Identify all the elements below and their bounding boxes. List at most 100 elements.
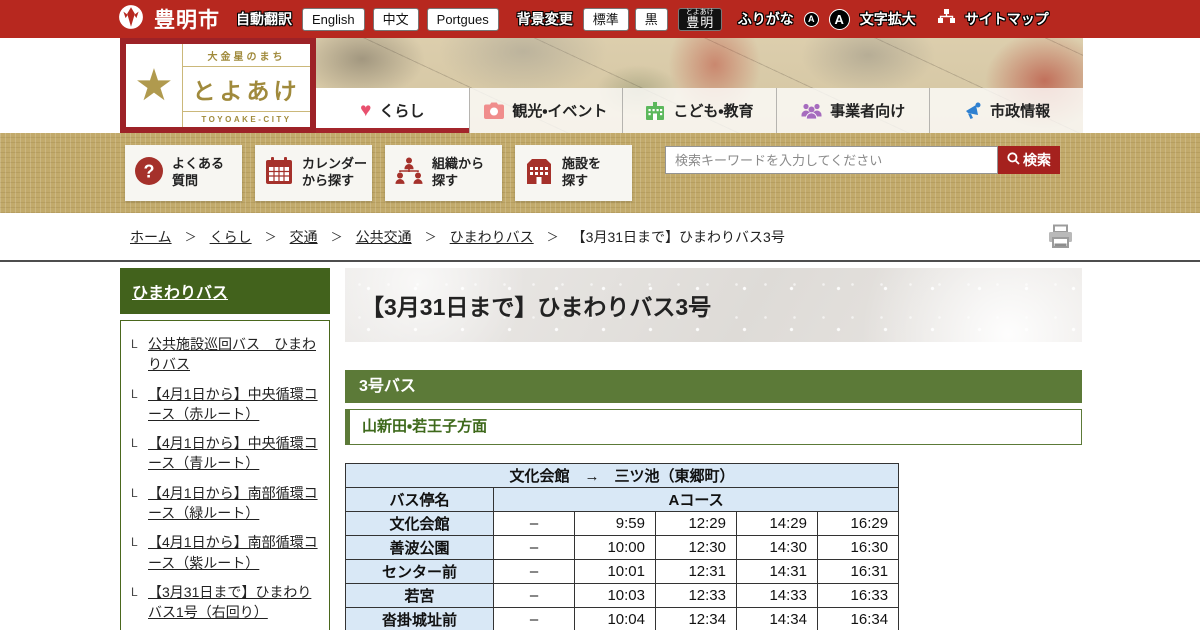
quicklink-button[interactable]: ? よくある 質問 (125, 145, 242, 201)
background-theme-button[interactable]: 豊明とよあけ (677, 7, 722, 31)
breadcrumb-current: 【3月31日まで】ひまわりバス3号 (571, 228, 785, 245)
time-cell: 14:33 (736, 583, 818, 608)
font-size-large-button[interactable]: A (828, 8, 850, 30)
sub-level-marker: L (131, 584, 138, 599)
sitemap-link[interactable]: サイトマップ (964, 11, 1049, 27)
stop-name-cell: 若宮 (345, 583, 494, 608)
time-cell: 12:31 (655, 559, 737, 584)
time-cell: 10:03 (574, 583, 656, 608)
sidebar-item-label: 【3月31日まで】ひまわりバス1号（右回り） (148, 583, 312, 621)
timetable-caption: 文化会館 → 三ツ池（東郷町） (344, 463, 900, 488)
city-logo[interactable]: ★ 大金星のまち とよあけ TOYOAKE-CITY (120, 38, 316, 133)
time-cell: 16:34 (816, 607, 900, 630)
time-cell: 9:59 (574, 511, 656, 536)
time-cell: 12:30 (655, 535, 737, 560)
stop-name-cell: 沓掛城址前 (345, 607, 494, 630)
search-form: 検索 (665, 146, 1060, 174)
breadcrumb-separator: ＞ (184, 230, 197, 244)
org-chart-icon (394, 156, 424, 191)
time-cell: – (493, 559, 575, 584)
font-size-small-button[interactable]: A (803, 11, 819, 27)
breadcrumb-link[interactable]: 公共交通 (355, 228, 412, 245)
language-button[interactable]: 中文 (372, 7, 419, 31)
search-icon (1007, 152, 1020, 168)
nav-tab-label: 観光・イベント (512, 103, 608, 120)
nav-tab[interactable]: ♥ くらし (316, 88, 469, 133)
sidebar-item[interactable]: L 公共施設巡回バス ひまわりバス (129, 332, 323, 382)
camera-icon (484, 102, 505, 119)
time-cell: 16:33 (816, 583, 900, 608)
time-cell: 16:31 (816, 559, 900, 584)
svg-text:?: ? (144, 161, 155, 181)
quicklink-button[interactable]: カレンダー から探す (255, 145, 372, 201)
sidebar-item-label: 【4月1日から】南部循環コース（紫ルート） (148, 534, 318, 571)
sub-level-marker: L (131, 436, 138, 451)
time-cell: – (493, 583, 575, 608)
quicklink-button[interactable]: 組織から 探す (385, 145, 502, 201)
sub-level-marker: L (131, 337, 138, 351)
sidebar-item-label: 【4月1日から】中央循環コース（赤ルート） (148, 385, 318, 422)
breadcrumb-link[interactable]: 交通 (289, 228, 318, 245)
nav-tab-label: 市政情報 (990, 103, 1051, 120)
nav-tab-label: くらし (379, 103, 425, 120)
time-cell: 14:34 (736, 607, 818, 630)
breadcrumb: ホーム ＞ くらし ＞ 交通 ＞ 公共交通 ＞ ひまわりバス ＞ 【3月31日まで】ひまわりバス3号 (0, 213, 1200, 262)
sidebar-item-label: 公共施設巡回バス ひまわりバス (148, 336, 316, 373)
time-cell: 10:00 (574, 535, 656, 560)
sidebar-item-label: 【4月1日から】南部循環コース（緑ルート） (148, 484, 318, 522)
sidebar-item[interactable]: L 【4月1日から】中央循環コース（青ルート） (129, 431, 323, 481)
furigana-button[interactable]: ふりがな (737, 11, 794, 27)
people-icon (801, 102, 822, 119)
breadcrumb-link[interactable]: くらし (209, 228, 252, 245)
table-row: 若宮 –10:03 12:33 14:33 16:33 (345, 583, 900, 608)
background-option-button[interactable]: 黒 (634, 7, 668, 31)
font-resize-label: 文字拡大 (859, 11, 916, 27)
time-cell: 10:01 (574, 559, 656, 584)
search-button[interactable]: 検索 (998, 146, 1060, 174)
printer-icon[interactable] (1047, 224, 1074, 252)
search-input[interactable] (665, 146, 998, 174)
stop-name-cell: 文化会館 (345, 511, 494, 536)
background-change-label: 背景変更 (516, 11, 573, 27)
logo-tagline: 大金星のまち (183, 44, 310, 67)
site-name[interactable]: 豊明市 (154, 9, 220, 32)
background-buttons: 標準黒 (582, 7, 668, 31)
timetable-header-row: バス停名 Aコース (345, 487, 900, 512)
question-icon: ? (134, 156, 164, 191)
nav-tab[interactable]: 事業者向け (775, 88, 930, 133)
sidebar-item[interactable]: L 【3月31日まで】ひまわりバス1号（右回り） (129, 580, 323, 630)
background-option-button[interactable]: 標準 (582, 7, 629, 31)
language-button[interactable]: English (302, 7, 365, 31)
breadcrumb-link[interactable]: ひまわりバス (449, 228, 534, 245)
sidebar-item[interactable]: L 【4月1日から】南部循環コース（紫ルート） (129, 530, 323, 580)
sidebar-item[interactable]: L 【4月1日から】南部循環コース（緑ルート） (129, 481, 323, 531)
sub-level-marker: L (131, 386, 138, 401)
table-row: 善波公園 –10:00 12:30 14:30 16:30 (345, 535, 900, 560)
search-strip: ? よくある 質問 カレンダー から探す 組織から 探す 施設を 探す 検索 (0, 133, 1200, 213)
quicklink-button[interactable]: 施設を 探す (515, 145, 632, 201)
language-button[interactable]: Portgues (426, 7, 499, 31)
breadcrumb-separator: ＞ (546, 230, 559, 244)
sidebar-title[interactable]: ひまわりバス (120, 268, 330, 314)
nav-tab-label: 事業者向け (830, 103, 906, 120)
nav-tab[interactable]: 市政情報 (929, 88, 1083, 133)
table-row: センター前 –10:01 12:31 14:31 16:31 (345, 559, 900, 584)
nav-tab[interactable]: こども・教育 (622, 88, 776, 133)
sidebar-item[interactable]: L 【4月1日から】中央循環コース（赤ルート） (129, 382, 323, 432)
language-buttons: English 中文 Portgues (302, 7, 499, 31)
breadcrumb-link[interactable]: ホーム (130, 228, 172, 245)
time-cell: 16:30 (816, 535, 900, 560)
table-row: 沓掛城址前 –10:04 12:34 14:34 16:34 (345, 607, 900, 630)
main-content: 【3月31日まで】ひまわりバス3号 3号バス 山新田・若王子方面 文化会館 → … (344, 268, 1082, 630)
breadcrumb-separator: ＞ (264, 230, 277, 244)
school-icon (645, 101, 665, 120)
time-cell: 16:29 (816, 511, 900, 536)
city-emblem-icon (118, 4, 144, 35)
time-cell: 12:34 (655, 607, 737, 630)
star-icon: ★ (134, 60, 174, 110)
nav-tab[interactable]: 観光・イベント (468, 88, 623, 133)
stop-name-cell: センター前 (345, 559, 494, 584)
city-logo-text: 大金星のまち とよあけ TOYOAKE-CITY (182, 44, 310, 127)
sidebar-menu: L 公共施設巡回バス ひまわりバス L 【4月1日から】中央循環コース（赤ルート） L 【… (120, 320, 330, 630)
facility-icon (524, 156, 554, 191)
